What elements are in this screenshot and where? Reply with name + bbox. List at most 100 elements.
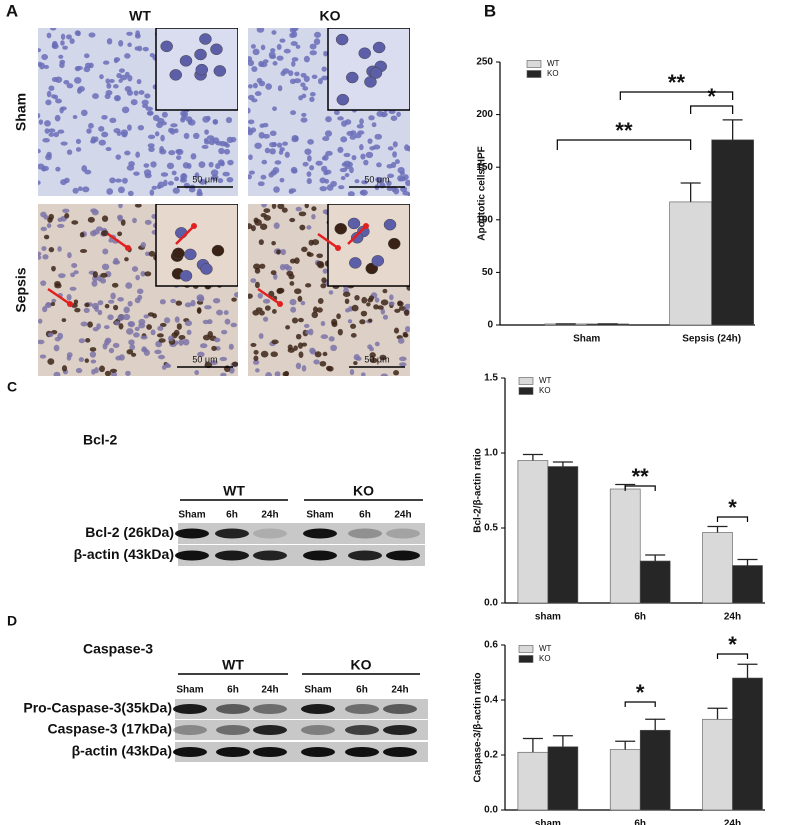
nucleus xyxy=(260,212,267,218)
nucleus xyxy=(260,44,266,51)
nucleus xyxy=(402,174,409,181)
nucleus xyxy=(368,115,375,121)
nucleus xyxy=(193,132,200,140)
band xyxy=(348,528,382,539)
nucleus xyxy=(322,136,330,142)
nucleus xyxy=(361,296,368,304)
nucleus xyxy=(397,300,403,306)
nucleus xyxy=(289,217,296,223)
nucleus xyxy=(148,146,155,153)
error-bar xyxy=(737,558,758,566)
column-label: KO xyxy=(320,8,341,24)
nucleus xyxy=(133,90,139,96)
nucleus xyxy=(356,124,364,129)
nucleus xyxy=(194,370,200,376)
inset-nucleus xyxy=(172,247,185,260)
nucleus xyxy=(283,48,291,54)
nucleus xyxy=(212,297,221,304)
nucleus xyxy=(123,313,131,321)
nucleus xyxy=(230,136,237,143)
bar xyxy=(517,751,549,811)
nucleus xyxy=(120,219,126,226)
nucleus xyxy=(295,362,302,370)
nucleus xyxy=(157,325,164,331)
nucleus xyxy=(127,321,134,326)
nucleus xyxy=(39,354,47,359)
nucleus xyxy=(109,368,118,373)
nucleus xyxy=(123,306,130,314)
nucleus xyxy=(261,204,267,208)
nucleus xyxy=(170,123,178,128)
nucleus xyxy=(175,300,183,306)
nucleus xyxy=(268,51,276,59)
band xyxy=(253,528,287,539)
nucleus xyxy=(311,213,316,220)
nucleus xyxy=(353,361,358,366)
nucleus xyxy=(180,117,186,123)
nucleus xyxy=(99,74,104,80)
row-label: Caspase-3 (17kDa) xyxy=(47,721,172,737)
nucleus xyxy=(151,185,158,190)
nucleus xyxy=(344,172,350,178)
nucleus xyxy=(294,257,300,264)
nucleus xyxy=(357,130,365,135)
nucleus xyxy=(316,253,324,259)
nucleus xyxy=(359,118,364,125)
nucleus xyxy=(393,327,400,334)
y-tick-label: 50 xyxy=(482,267,494,278)
nucleus xyxy=(51,76,59,83)
nucleus xyxy=(331,321,338,328)
nucleus xyxy=(336,313,341,320)
nucleus xyxy=(288,70,294,77)
nucleus xyxy=(150,161,157,168)
x-tick-label: sham xyxy=(535,819,561,825)
scale-bar-label: 50 μm xyxy=(364,174,389,184)
nucleus xyxy=(146,110,154,116)
nucleus xyxy=(92,271,98,278)
significance-bracket xyxy=(624,485,656,491)
nucleus xyxy=(225,116,233,124)
nucleus xyxy=(140,242,147,248)
nucleus xyxy=(265,83,272,90)
nucleus xyxy=(125,282,133,289)
nucleus xyxy=(87,216,95,223)
nucleus xyxy=(392,151,397,158)
nucleus xyxy=(248,107,251,114)
nucleus xyxy=(366,302,371,307)
nucleus xyxy=(91,280,98,287)
y-tick-label: 1.0 xyxy=(484,448,498,459)
nucleus xyxy=(333,109,340,116)
nucleus xyxy=(48,85,55,91)
nucleus xyxy=(255,307,263,312)
nucleus xyxy=(290,41,298,46)
inset-nucleus xyxy=(334,222,348,235)
nucleus xyxy=(71,220,79,225)
nucleus xyxy=(253,349,259,355)
nucleus xyxy=(46,223,52,229)
nucleus xyxy=(294,71,300,77)
nucleus xyxy=(271,204,277,209)
nucleus xyxy=(295,333,302,340)
nucleus xyxy=(289,298,297,306)
nucleus xyxy=(256,28,265,33)
significance-bracket xyxy=(624,701,656,707)
y-tick-label: 1.5 xyxy=(484,373,498,384)
nucleus xyxy=(219,356,228,362)
inset-nucleus xyxy=(358,47,371,59)
nucleus xyxy=(161,121,167,126)
nucleus xyxy=(57,129,65,134)
nucleus xyxy=(39,62,46,70)
blot-title: Bcl-2 xyxy=(83,432,117,448)
y-tick-label: 0.0 xyxy=(484,598,498,609)
nucleus xyxy=(256,77,263,84)
nucleus xyxy=(84,358,90,363)
nucleus xyxy=(102,60,110,65)
nucleus xyxy=(269,141,277,148)
nucleus xyxy=(248,129,254,136)
nucleus xyxy=(180,110,187,117)
legend-swatch xyxy=(518,645,534,653)
blot-strip xyxy=(175,720,428,740)
nucleus xyxy=(42,137,50,143)
nucleus xyxy=(156,333,164,338)
nucleus xyxy=(126,31,133,36)
